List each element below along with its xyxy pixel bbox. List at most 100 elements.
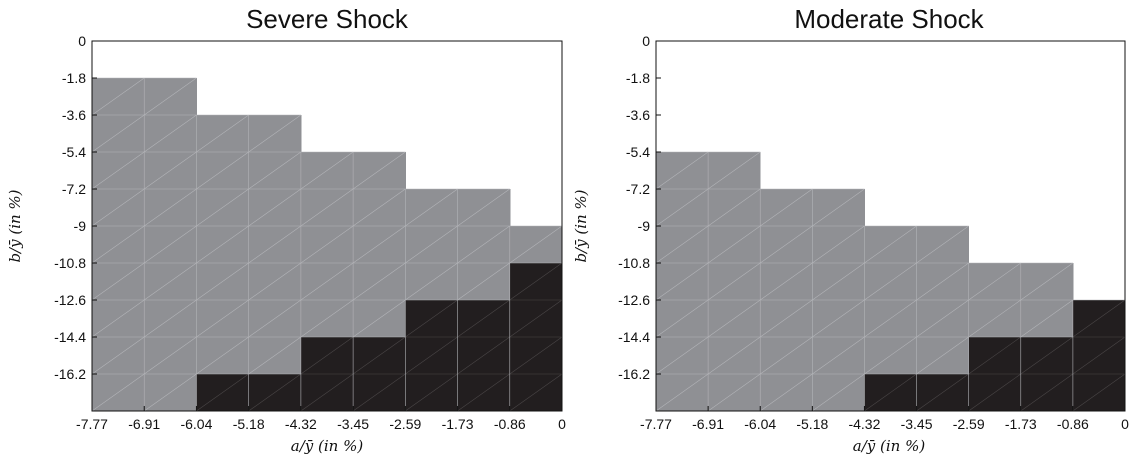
hatch-line <box>196 373 249 411</box>
hatch-line <box>916 336 969 375</box>
x-tick-label: -3.45 <box>337 416 369 432</box>
x-tick-label: -7.77 <box>76 416 108 432</box>
hatch-line <box>144 151 197 190</box>
hatch-line <box>144 299 197 338</box>
hatch-line <box>352 225 406 264</box>
x-tick-label: -2.59 <box>953 416 985 432</box>
y-tick-label: -12.6 <box>618 292 650 308</box>
hatch-pattern <box>92 77 562 411</box>
hatch-line <box>864 336 917 375</box>
y-tick-label: -1.8 <box>626 70 650 86</box>
x-tick-label: -1.73 <box>442 416 474 432</box>
hatch-line <box>916 262 969 301</box>
hatch-line <box>405 373 458 411</box>
y-tick-label: -14.4 <box>618 329 650 345</box>
hatch-line <box>144 373 197 411</box>
hatch-line <box>457 225 510 264</box>
x-tick-label: -5.18 <box>233 416 265 432</box>
x-axis-label: a/ȳ (in %) <box>853 437 926 455</box>
hatch-line <box>196 151 249 190</box>
hatch-line <box>92 188 145 227</box>
hatch-line <box>656 336 709 375</box>
hatch-line <box>144 262 197 301</box>
hatch-line <box>92 262 145 301</box>
hatch-line <box>300 373 354 411</box>
hatch-line <box>457 336 510 375</box>
hatch-line <box>812 373 865 411</box>
hatch-line <box>352 336 406 375</box>
x-tick-label: -5.18 <box>796 416 828 432</box>
hatch-line <box>92 225 145 264</box>
hatch-line <box>196 299 249 338</box>
moderate-shock-panel: Moderate Shock -7.77 -6.91 -6.04 -5.18 -4.32… <box>572 4 1129 455</box>
axis-ticks: -7.77 -6.91 -6.04 -5.18 -4.32 -3.45 -2.59 -1.73… <box>54 33 566 432</box>
y-axis-label: b/ȳ (in %) <box>572 189 590 262</box>
hatch-line <box>457 188 510 227</box>
hatch-line <box>248 336 302 375</box>
x-tick-label: -7.77 <box>640 416 672 432</box>
hatch-line <box>300 151 354 190</box>
x-tick-label: -3.45 <box>901 416 933 432</box>
x-tick-label: -1.73 <box>1005 416 1037 432</box>
hatch-line <box>707 262 761 301</box>
hatch-line <box>509 336 562 375</box>
hatch-line <box>248 151 302 190</box>
hatch-line <box>812 188 865 227</box>
hatch-line <box>457 299 510 338</box>
x-tick-label: 0 <box>1121 416 1129 432</box>
y-tick-label: -9 <box>74 218 87 234</box>
hatch-line <box>405 188 458 227</box>
hatch-line <box>92 336 145 375</box>
hatch-line <box>968 262 1021 301</box>
hatch-line <box>144 188 197 227</box>
hatch-line <box>707 151 761 190</box>
x-tick-label: -4.32 <box>848 416 880 432</box>
x-tick-label: -0.86 <box>1057 416 1089 432</box>
hatch-line <box>300 336 354 375</box>
hatch-line <box>864 373 917 411</box>
hatch-line <box>144 225 197 264</box>
y-axis-label: b/ȳ (in %) <box>6 189 24 262</box>
hatch-line <box>300 299 354 338</box>
hatch-line <box>1020 373 1074 411</box>
hatch-line <box>656 151 709 190</box>
x-tick-label: 0 <box>558 416 566 432</box>
hatch-line <box>144 77 197 116</box>
panel-title: Severe Shock <box>246 4 409 34</box>
y-tick-label: -16.2 <box>618 366 650 382</box>
hatch-line <box>812 262 865 301</box>
hatch-line <box>968 336 1021 375</box>
hatch-line <box>656 373 709 411</box>
x-tick-label: -6.04 <box>744 416 776 432</box>
hatch-line <box>509 262 562 301</box>
x-tick-label: -6.91 <box>128 416 160 432</box>
hatch-line <box>968 373 1021 411</box>
hatch-line <box>248 188 302 227</box>
hatch-line <box>196 188 249 227</box>
hatch-line <box>656 225 709 264</box>
hatch-line <box>352 299 406 338</box>
y-tick-label: -10.8 <box>54 255 86 271</box>
hatch-line <box>1020 262 1074 301</box>
hatch-pattern <box>656 151 1125 411</box>
hatch-line <box>144 336 197 375</box>
panel-title: Moderate Shock <box>794 4 984 34</box>
x-tick-label: -0.86 <box>494 416 526 432</box>
hatch-line <box>1072 336 1125 375</box>
hatch-line <box>812 299 865 338</box>
hatch-line <box>300 225 354 264</box>
hatch-line <box>707 336 761 375</box>
hatch-line <box>760 299 813 338</box>
y-tick-label: -9 <box>638 218 651 234</box>
hatch-line <box>864 299 917 338</box>
y-tick-label: -7.2 <box>626 181 650 197</box>
hatch-line <box>92 151 145 190</box>
x-tick-label: -6.91 <box>692 416 724 432</box>
hatch-line <box>248 299 302 338</box>
hatch-line <box>92 373 145 411</box>
hatch-line <box>1072 299 1125 338</box>
hatch-line <box>656 299 709 338</box>
y-tick-label: 0 <box>78 33 86 49</box>
hatch-line <box>248 114 302 153</box>
y-tick-label: -10.8 <box>618 255 650 271</box>
